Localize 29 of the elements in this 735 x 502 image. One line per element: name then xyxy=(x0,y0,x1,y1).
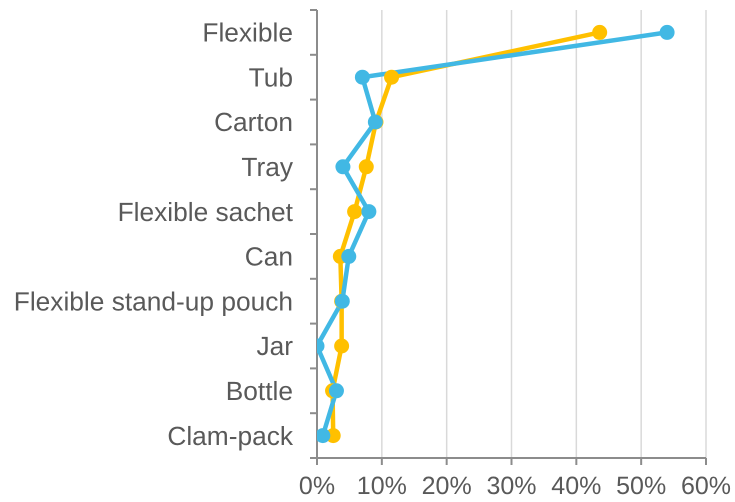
x-tick-label: 20% xyxy=(422,472,472,500)
y-tick-label: Tub xyxy=(248,62,293,92)
point xyxy=(361,204,376,220)
x-tick-label: 50% xyxy=(616,472,666,500)
y-tick-label: Tray xyxy=(241,152,294,182)
point xyxy=(358,159,374,174)
point xyxy=(328,383,344,398)
y-tick-label: Jar xyxy=(256,331,294,362)
y-tick-label: Can xyxy=(244,242,293,272)
point xyxy=(347,204,362,220)
y-tick-label: Flexible sachet xyxy=(118,196,294,227)
point xyxy=(317,428,330,444)
point xyxy=(334,338,350,354)
point xyxy=(341,248,356,264)
y-tick-label: Bottle xyxy=(226,376,293,406)
point xyxy=(354,70,370,85)
x-tick-label: 40% xyxy=(551,472,602,500)
point xyxy=(335,159,350,174)
y-tick-label: Flexible xyxy=(202,18,293,48)
point xyxy=(660,24,675,40)
x-tick-label: 30% xyxy=(486,472,537,500)
point xyxy=(592,24,608,40)
x-tick-label: 10% xyxy=(356,472,407,500)
y-tick-label: Carton xyxy=(214,107,293,138)
point xyxy=(384,70,400,85)
x-tick-label: 60% xyxy=(680,472,732,500)
y-tick-label: Flexible stand-up pouch xyxy=(14,286,293,316)
x-tick-label: 0% xyxy=(298,472,336,500)
y-tick-label: Clam-pack xyxy=(167,420,294,451)
